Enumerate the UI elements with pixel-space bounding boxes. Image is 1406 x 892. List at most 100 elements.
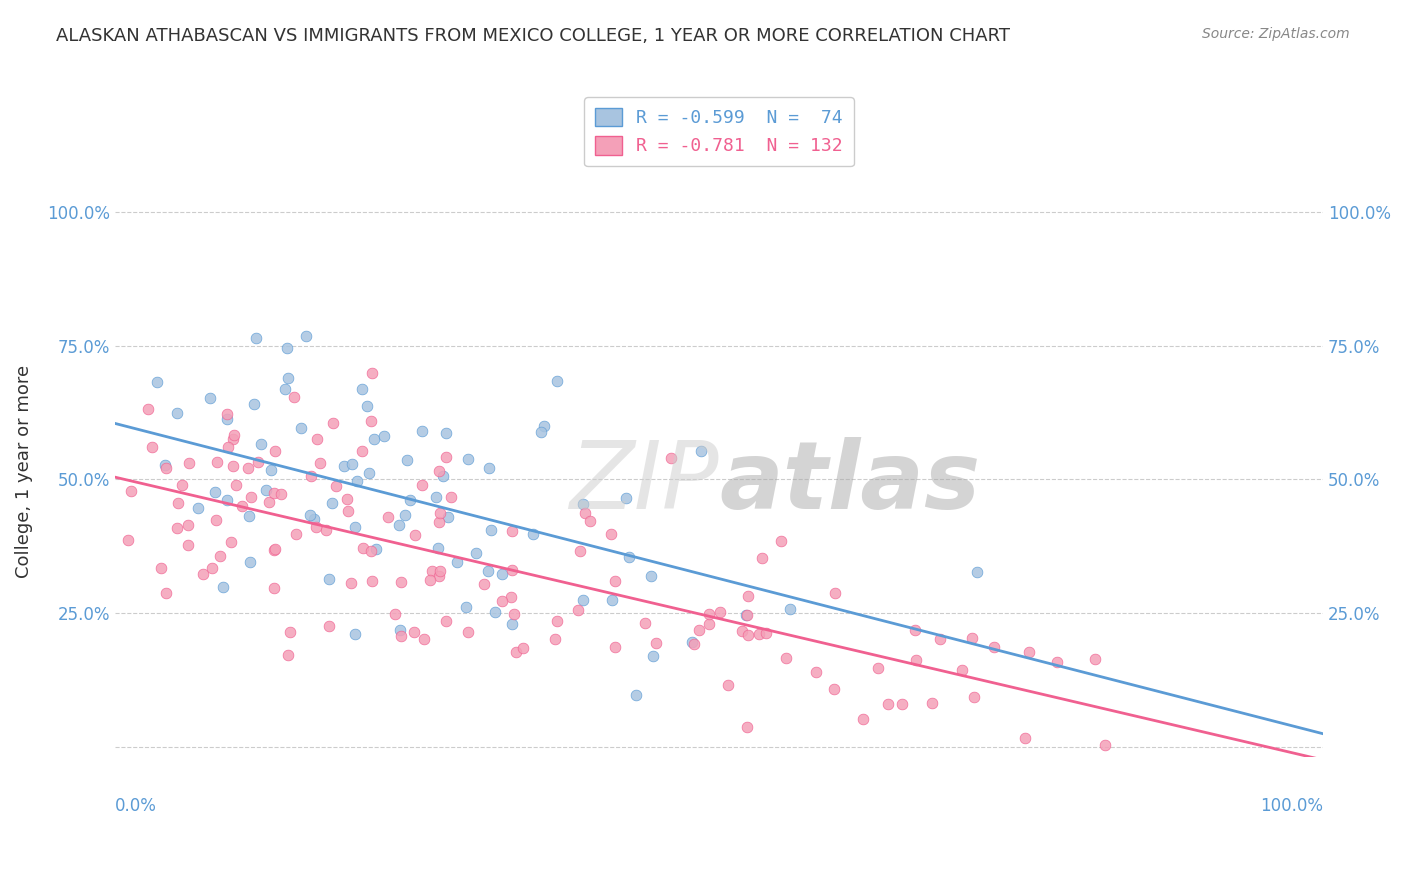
Point (344, 520, 367, 534)
Point (491, 567, 513, 582)
Point (413, 632, 436, 647)
Point (823, 681, 845, 696)
Point (209, 549, 232, 563)
Point (775, 651, 797, 665)
Point (434, 450, 457, 464)
Point (690, 444, 713, 458)
Point (191, 566, 214, 581)
Point (928, 632, 950, 646)
Point (179, 456, 201, 470)
Point (499, 590, 522, 604)
Point (394, 508, 416, 522)
Point (574, 506, 596, 520)
Point (389, 629, 412, 643)
Text: Source: ZipAtlas.com: Source: ZipAtlas.com (1202, 27, 1350, 41)
Point (420, 564, 443, 578)
Point (699, 616, 721, 631)
Point (361, 574, 384, 588)
Point (388, 517, 411, 532)
Point (155, 461, 177, 475)
Point (645, 636, 668, 650)
Point (457, 451, 479, 466)
Point (361, 367, 384, 381)
Point (305, 432, 328, 446)
Point (735, 607, 758, 622)
Point (966, 566, 988, 580)
Legend: R = -0.599  N =  74, R = -0.781  N = 132: R = -0.599 N = 74, R = -0.781 N = 132 (583, 97, 853, 166)
Point (350, 383, 373, 397)
Point (1018, 645, 1040, 659)
Point (599, 527, 621, 541)
Point (117, 533, 139, 548)
Point (659, 451, 682, 466)
Point (222, 433, 245, 447)
Point (491, 593, 513, 607)
Point (212, 581, 235, 595)
Point (921, 696, 943, 710)
Point (294, 329, 316, 343)
Point (688, 623, 710, 637)
Point (411, 478, 433, 492)
Point (299, 468, 322, 483)
Point (136, 401, 159, 416)
Point (342, 457, 364, 471)
Point (411, 424, 433, 438)
Point (505, 645, 527, 659)
Point (501, 563, 523, 577)
Point (634, 616, 657, 631)
Point (239, 555, 262, 569)
Point (512, 641, 534, 656)
Point (404, 528, 426, 542)
Point (530, 425, 553, 440)
Point (187, 500, 209, 515)
Point (472, 577, 495, 591)
Point (904, 624, 927, 638)
Point (465, 546, 488, 560)
Point (543, 632, 565, 646)
Point (274, 382, 297, 396)
Point (614, 491, 637, 505)
Point (318, 572, 340, 586)
Point (824, 586, 846, 600)
Point (569, 544, 592, 558)
Point (429, 506, 451, 520)
Point (277, 370, 299, 384)
Point (533, 419, 555, 434)
Point (427, 569, 450, 583)
Point (373, 429, 395, 443)
Point (205, 513, 228, 527)
Point (364, 541, 387, 556)
Point (429, 565, 451, 579)
Point (263, 444, 285, 458)
Point (1046, 656, 1069, 670)
Point (546, 614, 568, 628)
Point (1094, 738, 1116, 752)
Point (697, 607, 720, 622)
Point (399, 492, 422, 507)
Point (737, 628, 759, 642)
Point (172, 477, 194, 491)
Text: 100.0%: 100.0% (1260, 797, 1323, 815)
Point (357, 467, 380, 481)
Point (215, 407, 238, 421)
Point (177, 538, 200, 552)
Point (336, 492, 359, 507)
Point (571, 592, 593, 607)
Point (204, 484, 226, 499)
Point (343, 626, 366, 640)
Point (877, 698, 900, 712)
Point (735, 607, 758, 622)
Point (454, 599, 477, 614)
Point (263, 541, 285, 556)
Point (263, 581, 285, 595)
Point (522, 527, 544, 541)
Point (579, 514, 602, 528)
Point (600, 593, 623, 607)
Point (567, 603, 589, 617)
Point (434, 426, 457, 441)
Point (247, 455, 270, 469)
Point (384, 607, 406, 622)
Point (321, 496, 343, 510)
Point (501, 616, 523, 631)
Point (709, 605, 731, 619)
